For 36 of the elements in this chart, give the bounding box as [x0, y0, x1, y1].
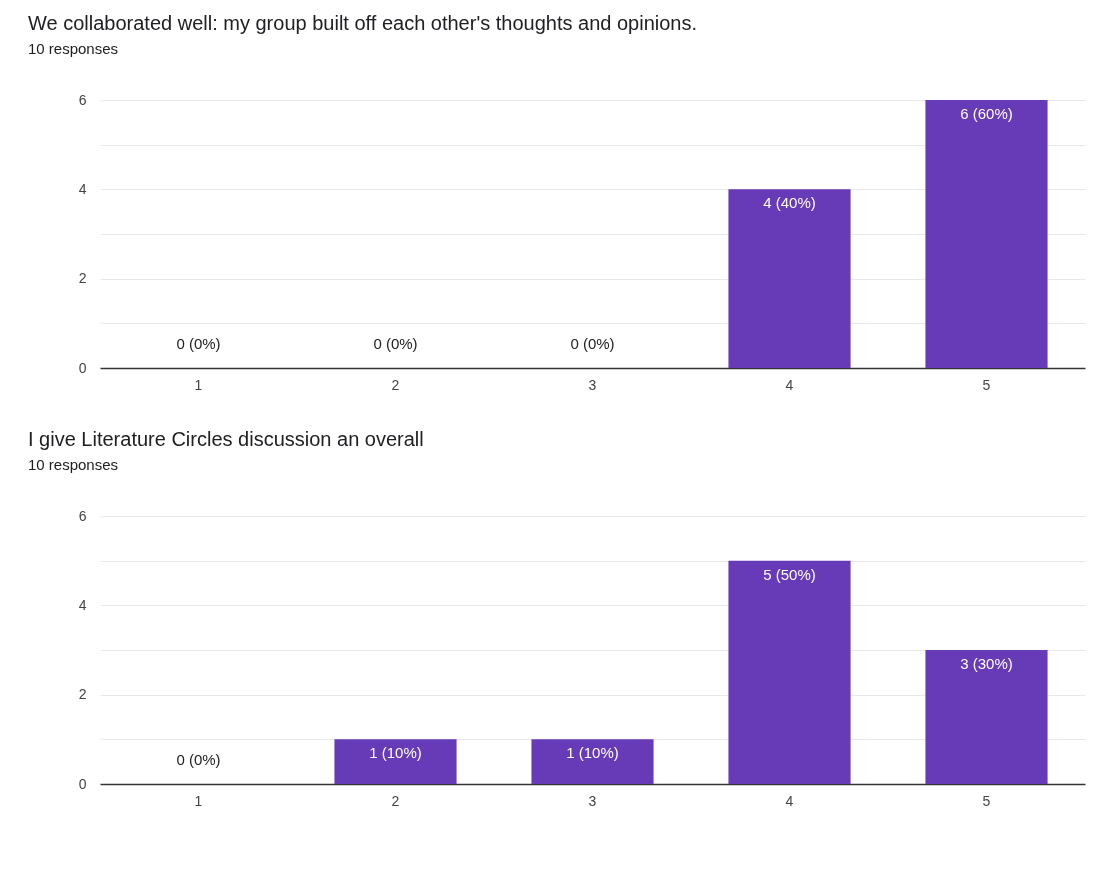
- chart-title: I give Literature Circles discussion an overall: [28, 428, 424, 450]
- x-tick-label: 5: [982, 792, 991, 809]
- data-label: 1 (10%): [369, 744, 422, 762]
- bar: [925, 650, 1048, 784]
- y-tick-label: 4: [78, 596, 87, 613]
- x-tick-label: 4: [785, 376, 794, 393]
- y-tick-label: 4: [78, 180, 87, 197]
- y-tick-label: 6: [78, 507, 87, 524]
- chart-title: We collaborated well: my group built off each other's thoughts and opinions.: [28, 12, 698, 34]
- data-label: 5 (50%): [763, 565, 816, 583]
- data-label: 0 (0%): [176, 751, 221, 768]
- x-tick-label: 1: [194, 376, 203, 393]
- data-label: 0 (0%): [373, 335, 418, 352]
- bar: [728, 560, 851, 784]
- x-tick-label: 3: [588, 792, 597, 809]
- bar: [334, 739, 457, 784]
- bar: [531, 739, 654, 784]
- y-tick-label: 0: [78, 775, 87, 792]
- data-label: 1 (10%): [566, 744, 619, 762]
- x-tick-label: 5: [982, 376, 991, 393]
- x-tick-label: 4: [785, 792, 794, 809]
- x-tick-label: 3: [588, 376, 597, 393]
- x-tick-label: 2: [391, 376, 400, 393]
- data-label: 3 (30%): [960, 655, 1013, 672]
- y-tick-label: 0: [78, 359, 87, 376]
- y-tick-label: 2: [78, 270, 87, 287]
- x-tick-label: 2: [391, 792, 400, 809]
- chart-subtitle: 10 responses: [28, 456, 119, 473]
- x-tick-label: 1: [194, 792, 203, 809]
- y-tick-label: 2: [78, 686, 87, 703]
- data-label: 0 (0%): [570, 335, 615, 352]
- data-label: 6 (60%): [960, 105, 1013, 122]
- chart-subtitle: 10 responses: [28, 40, 119, 57]
- data-label: 0 (0%): [176, 335, 221, 352]
- data-label: 4 (40%): [763, 194, 816, 212]
- y-tick-label: 6: [78, 91, 87, 108]
